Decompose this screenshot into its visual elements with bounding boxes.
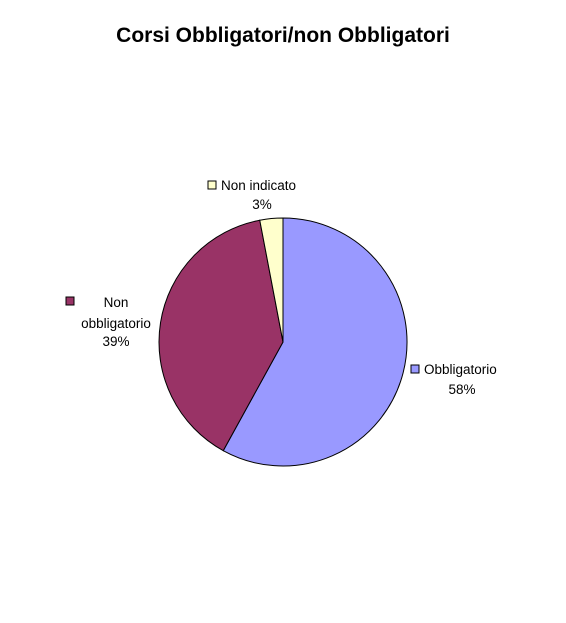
legend-key-obbligatorio [410, 364, 420, 374]
data-label-line: 3% [252, 197, 272, 212]
data-label-line: 39% [102, 334, 129, 349]
data-label-non-indicato: Non indicato 3% [221, 178, 296, 212]
legend-key-non-indicato [207, 180, 217, 190]
data-label-line: 58% [448, 382, 475, 397]
data-label-line: obbligatorio [81, 316, 151, 331]
pie-slice-non-indicato [259, 217, 284, 343]
data-label-non-obbligatorio: Non obbligatorio 39% [81, 295, 151, 349]
pie-slice-non-obbligatorio [158, 219, 284, 452]
chart-title: Corsi Obbligatori/non Obbligatori [116, 24, 450, 47]
data-label-line: Non [104, 295, 129, 310]
legend-key-non-obbligatorio [65, 296, 75, 306]
data-label-line: Non indicato [221, 178, 296, 193]
data-label-line: Obbligatorio [424, 362, 497, 377]
pie-slice-obbligatorio [222, 217, 408, 467]
data-label-obbligatorio: Obbligatorio 58% [424, 362, 497, 397]
